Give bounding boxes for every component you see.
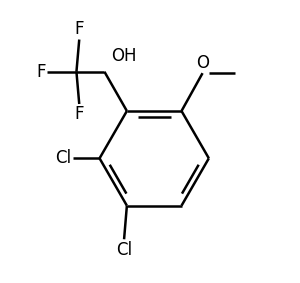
Text: F: F (74, 105, 84, 123)
Text: F: F (36, 63, 46, 81)
Text: Cl: Cl (116, 241, 132, 259)
Text: F: F (74, 20, 84, 38)
Text: O: O (196, 54, 209, 72)
Text: Cl: Cl (56, 149, 71, 167)
Text: OH: OH (112, 47, 137, 65)
